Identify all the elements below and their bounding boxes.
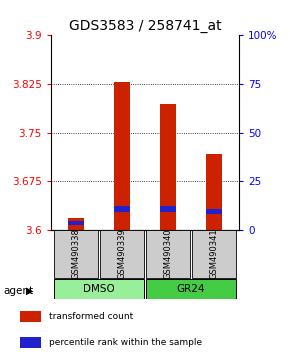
- Bar: [114, 206, 130, 212]
- Bar: [68, 218, 84, 230]
- Text: GR24: GR24: [177, 284, 205, 294]
- Bar: [68, 221, 84, 225]
- Bar: [206, 209, 222, 214]
- Bar: [114, 82, 130, 230]
- Bar: [192, 230, 236, 278]
- Bar: [146, 230, 190, 278]
- Text: percentile rank within the sample: percentile rank within the sample: [49, 338, 202, 347]
- Text: GSM490340: GSM490340: [164, 229, 173, 279]
- Text: GSM490341: GSM490341: [209, 229, 218, 279]
- Text: agent: agent: [3, 286, 33, 296]
- Bar: [206, 154, 222, 230]
- Bar: [20, 337, 41, 348]
- Bar: [160, 206, 176, 212]
- Bar: [146, 279, 236, 299]
- Text: transformed count: transformed count: [49, 312, 133, 321]
- Text: DMSO: DMSO: [83, 284, 115, 294]
- Text: ▶: ▶: [26, 286, 33, 296]
- Text: GSM490338: GSM490338: [72, 229, 81, 279]
- Bar: [54, 230, 98, 278]
- Bar: [100, 230, 144, 278]
- Bar: [20, 310, 41, 321]
- Bar: [54, 279, 144, 299]
- Text: GSM490339: GSM490339: [117, 229, 126, 279]
- Bar: [160, 103, 176, 230]
- Title: GDS3583 / 258741_at: GDS3583 / 258741_at: [69, 19, 221, 33]
